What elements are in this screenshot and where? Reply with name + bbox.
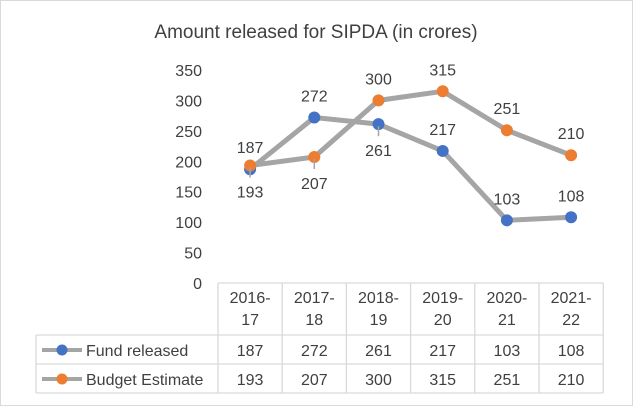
- data-point: [436, 144, 449, 157]
- data-label: 207: [301, 176, 328, 193]
- category-label: 2016-17: [230, 290, 271, 329]
- data-label: 300: [365, 71, 392, 88]
- data-label: 251: [494, 101, 521, 118]
- data-point: [244, 159, 257, 172]
- data-label: 315: [429, 62, 456, 79]
- data-label: 217: [429, 122, 456, 139]
- data-point: [565, 149, 578, 162]
- category-label: 2018-19: [358, 290, 399, 329]
- data-point: [500, 124, 513, 137]
- y-tick-label: 50: [184, 246, 202, 263]
- data-point: [308, 111, 321, 124]
- y-tick-label: 250: [175, 124, 202, 141]
- data-label: 193: [237, 185, 264, 202]
- table-cell: 187: [237, 343, 264, 360]
- data-point: [436, 85, 449, 98]
- data-point: [565, 211, 578, 224]
- legend-label: Fund released: [86, 343, 188, 360]
- category-label: 2021-22: [551, 290, 592, 329]
- data-label: 210: [558, 126, 585, 143]
- series-line: [248, 114, 572, 223]
- legend-label: Budget Estimate: [86, 372, 204, 389]
- table-cell: 217: [429, 343, 456, 360]
- data-label: 103: [494, 191, 521, 208]
- table-cell: 315: [429, 372, 456, 389]
- table-cell: 272: [301, 343, 328, 360]
- y-tick-label: 200: [175, 154, 202, 171]
- table-cell: 103: [494, 343, 521, 360]
- legend-marker: [56, 344, 68, 356]
- category-label: 2017-18: [294, 290, 335, 329]
- table-cell: 108: [558, 343, 585, 360]
- data-point: [500, 214, 513, 227]
- table-cell: 251: [494, 372, 521, 389]
- data-label: 272: [301, 88, 328, 105]
- data-label: 108: [558, 188, 585, 205]
- category-label: 2020-21: [486, 290, 527, 329]
- y-tick-label: 0: [193, 276, 202, 293]
- category-label: 2019-20: [422, 290, 463, 329]
- legend-marker: [56, 373, 68, 385]
- y-tick-label: 350: [175, 63, 202, 80]
- series-line: [249, 88, 573, 169]
- chart-title: Amount released for SIPDA (in crores): [154, 22, 477, 43]
- y-tick-label: 300: [175, 93, 202, 110]
- data-point: [308, 151, 321, 164]
- data-label: 261: [365, 143, 392, 160]
- y-tick-label: 100: [175, 215, 202, 232]
- table-cell: 207: [301, 372, 328, 389]
- data-point: [372, 118, 385, 131]
- table-cell: 300: [365, 372, 392, 389]
- table-cell: 193: [237, 372, 264, 389]
- table-cell: 261: [365, 343, 392, 360]
- data-label: 187: [237, 140, 264, 157]
- y-tick-label: 150: [175, 185, 202, 202]
- table-cell: 210: [558, 372, 585, 389]
- data-point: [372, 94, 385, 107]
